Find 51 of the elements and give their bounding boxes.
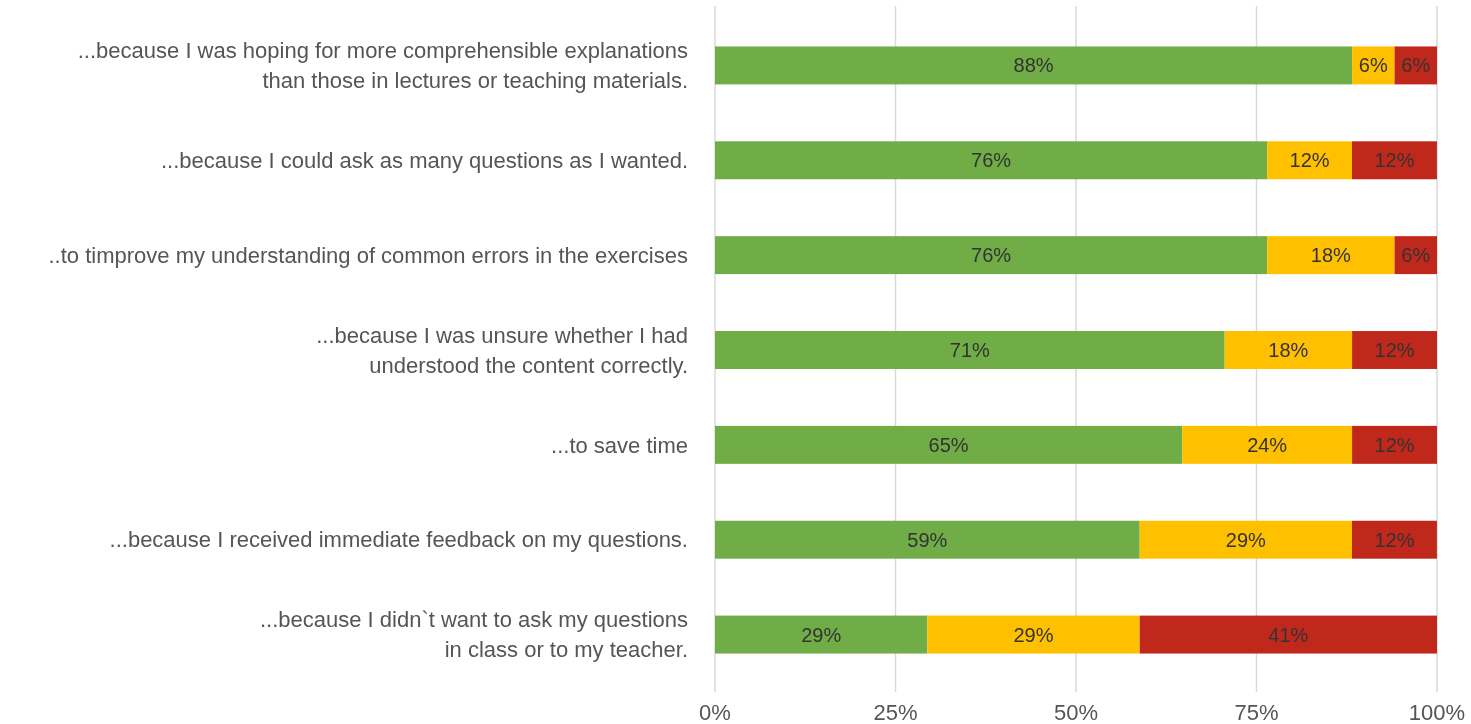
y-tick-label: ...to save time <box>551 432 688 458</box>
y-tick-label: ...because I was unsure whether I had understood the content correctly. <box>316 322 688 378</box>
y-tick-label: ..to timprove my understanding of common errors in the exercises <box>48 242 688 268</box>
data-label: 12% <box>1374 433 1415 456</box>
data-label: 12% <box>1374 528 1415 551</box>
bar <box>1267 141 1353 180</box>
bar <box>1224 331 1353 369</box>
x-tick-label: 50% <box>1053 700 1099 724</box>
data-label: 29% <box>801 623 842 646</box>
bar <box>1182 425 1353 464</box>
data-label: 12% <box>1374 149 1415 172</box>
bar <box>715 615 928 654</box>
bar <box>1352 331 1437 369</box>
y-tick-label: ...because I received immediate feedback on my questions. <box>109 527 688 553</box>
data-label: 12% <box>1374 339 1415 361</box>
x-tick-label: 25% <box>873 700 918 724</box>
bar <box>1139 615 1437 654</box>
data-label: 29% <box>1225 528 1267 551</box>
data-label: 29% <box>1013 623 1054 646</box>
data-label: 6% <box>1358 54 1388 77</box>
x-tick-label: 75% <box>1234 700 1279 724</box>
data-label: 88% <box>1013 54 1054 77</box>
bar <box>715 141 1268 180</box>
data-label: 18% <box>1268 339 1309 361</box>
data-label: 71% <box>949 339 991 361</box>
data-label: 18% <box>1310 244 1352 267</box>
x-tick-label: 0% <box>699 700 731 724</box>
bar <box>715 236 1268 275</box>
data-label: 12% <box>1289 149 1330 172</box>
data-label: 59% <box>907 528 948 551</box>
data-label: 6% <box>1401 54 1431 77</box>
y-tick-label: ...because I could ask as many questions as I wanted. <box>160 147 688 173</box>
bar <box>715 425 1183 464</box>
data-label: 76% <box>971 244 1012 267</box>
y-tick-label: ...because I was hoping for more comprehensible explanations than those in lectures or teaching materials. <box>77 38 688 94</box>
data-label: 24% <box>1247 433 1288 456</box>
y-tick-label: ...because I didn`t want to ask my questions in class or to my teacher. <box>259 607 688 663</box>
x-tick-label: 100% <box>1408 700 1466 724</box>
bar <box>1352 141 1437 180</box>
data-label: 76% <box>971 149 1012 172</box>
bar <box>715 46 1353 85</box>
data-label: 65% <box>928 433 969 456</box>
bar <box>715 520 1140 559</box>
data-label: 41% <box>1268 623 1309 646</box>
bar <box>1352 520 1437 559</box>
bar <box>1139 520 1353 559</box>
bar <box>1352 425 1437 464</box>
bar <box>927 615 1140 654</box>
bar <box>715 331 1225 369</box>
bar <box>1267 236 1395 275</box>
data-label: 6% <box>1401 244 1431 267</box>
